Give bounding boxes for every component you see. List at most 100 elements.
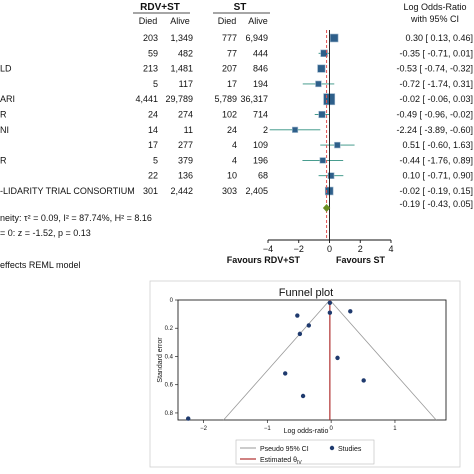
study-ci-text: -0.02 [ -0.06, 0.03] xyxy=(399,94,473,104)
overall-effect-diamond xyxy=(322,204,331,212)
legend-ci-label: Pseudo 95% CI xyxy=(260,446,309,453)
rdv-died-value: 22 xyxy=(148,171,158,181)
header-rdv-died: Died xyxy=(139,16,158,26)
rdv-died-value: 59 xyxy=(148,48,158,58)
study-ci-text: -0.02 [ -0.19, 0.15] xyxy=(399,186,473,196)
rdv-alive-value: 117 xyxy=(179,79,193,89)
study-name: ARI xyxy=(0,94,15,104)
study-row: NI 14 11 24 2 -2.24 [ -3.89, -0.60] xyxy=(0,125,473,135)
funnel-y-label: Standard error xyxy=(157,337,164,383)
rdv-died-value: 4,441 xyxy=(135,94,158,104)
study-marker xyxy=(315,80,322,88)
rdv-alive-value: 277 xyxy=(178,140,193,150)
st-alive-value: 196 xyxy=(253,155,268,165)
model-text: effects REML model xyxy=(0,260,81,270)
funnel-point xyxy=(297,331,303,337)
rdv-died-value: 213 xyxy=(143,64,158,74)
st-died-value: 77 xyxy=(227,48,237,58)
st-died-value: 10 xyxy=(227,171,237,181)
study-ci-text: -0.49 [ -0.96, -0.02] xyxy=(396,110,473,120)
forest-rows: 203 1,349 777 6,949 0.30 [ 0.13, 0.46] 59 482 7… xyxy=(0,33,473,196)
header-rdv-alive: Alive xyxy=(170,16,190,26)
funnel-x-label: Log odds-ratio xyxy=(284,428,329,435)
st-died-value: 5,789 xyxy=(214,94,237,104)
study-name: -LIDARITY TRIAL CONSORTIUM xyxy=(0,186,135,196)
study-name: R xyxy=(0,155,7,165)
study-row: 17 277 4 109 0.51 [ -0.60, 1.63] xyxy=(148,140,473,150)
funnel-x-tick-label: −2 xyxy=(200,426,208,432)
funnel-legend xyxy=(235,439,375,465)
st-alive-value: 109 xyxy=(253,140,268,150)
header-st-group: ST xyxy=(234,2,247,13)
funnel-x-tick-label: −1 xyxy=(264,426,272,432)
study-marker xyxy=(334,141,341,149)
st-died-value: 4 xyxy=(232,155,237,165)
study-marker xyxy=(319,157,326,164)
header-rdv-group: RDV+ST xyxy=(140,2,180,13)
funnel-point xyxy=(186,416,191,421)
funnel-point xyxy=(283,371,288,376)
study-name: LD xyxy=(0,64,12,74)
st-alive-value: 2,405 xyxy=(245,186,268,196)
rdv-alive-value: 379 xyxy=(178,155,193,165)
st-died-value: 17 xyxy=(227,79,237,89)
rdv-alive-value: 2,442 xyxy=(170,186,193,196)
st-alive-value: 194 xyxy=(253,79,268,89)
funnel-point xyxy=(335,355,340,361)
st-died-value: 207 xyxy=(222,64,237,74)
funnel-point xyxy=(327,310,333,315)
study-marker xyxy=(329,33,339,43)
study-name: R xyxy=(0,110,7,120)
study-marker xyxy=(320,49,328,58)
forest-tick-label: 2 xyxy=(358,244,363,254)
st-alive-value: 714 xyxy=(253,110,268,120)
rdv-alive-value: 1,481 xyxy=(170,64,193,74)
study-row: R 5 379 4 196 -0.44 [ -1.76, 0.89] xyxy=(0,155,473,165)
forest-tick-label: −4 xyxy=(263,244,273,254)
forest-tick-label: 4 xyxy=(388,244,393,254)
header-effect: Log Odds-Ratio xyxy=(403,2,466,12)
st-alive-value: 2 xyxy=(263,125,268,135)
favours-left-label: Favours RDV+ST xyxy=(227,255,301,265)
study-marker xyxy=(291,126,299,133)
st-alive-value: 36,317 xyxy=(240,94,268,104)
overall-test-text: = 0: z = -1.52, p = 0.13 xyxy=(0,228,91,238)
header-st-alive: Alive xyxy=(248,16,268,26)
rdv-died-value: 5 xyxy=(153,79,158,89)
header-st-died: Died xyxy=(218,16,237,26)
study-ci-text: -0.53 [ -0.74, -0.32] xyxy=(396,64,473,74)
funnel-plot-area xyxy=(177,299,447,421)
study-ci-text: 0.51 [ -0.60, 1.63] xyxy=(402,140,473,150)
rdv-died-value: 14 xyxy=(148,125,158,135)
study-row: 203 1,349 777 6,949 0.30 [ 0.13, 0.46] xyxy=(143,33,473,43)
study-ci-text: 0.10 [ -0.71, 0.90] xyxy=(402,171,473,181)
funnel-point xyxy=(361,378,366,383)
st-died-value: 303 xyxy=(222,186,237,196)
forest-tick-label: 0 xyxy=(327,244,332,254)
rdv-died-value: 24 xyxy=(148,110,158,120)
funnel-point xyxy=(348,309,353,314)
heterogeneity-text: neity: τ² = 0.09, I² = 87.74%, H² = 8.16 xyxy=(0,213,152,223)
study-ci-text: 0.30 [ 0.13, 0.46] xyxy=(405,33,473,43)
funnel-y-tick-label: 0 xyxy=(170,298,174,304)
forest-x-ticks: −4 −2 0 2 4 xyxy=(263,240,394,254)
rdv-alive-value: 482 xyxy=(178,48,193,58)
rdv-died-value: 17 xyxy=(148,140,158,150)
st-alive-value: 6,949 xyxy=(245,33,268,43)
funnel-point xyxy=(300,393,306,399)
rdv-alive-value: 274 xyxy=(178,110,193,120)
forest-tick-label: −2 xyxy=(294,244,304,254)
study-marker xyxy=(318,110,326,119)
rdv-alive-value: 136 xyxy=(178,171,193,181)
funnel-point xyxy=(306,323,312,328)
rdv-died-value: 5 xyxy=(153,155,158,165)
funnel-x-tick-label: 0 xyxy=(329,426,333,432)
st-alive-value: 68 xyxy=(258,171,268,181)
st-died-value: 24 xyxy=(227,125,237,135)
rdv-alive-value: 1,349 xyxy=(170,33,193,43)
st-died-value: 4 xyxy=(232,140,237,150)
funnel-y-tick-label: 0.6 xyxy=(165,383,174,389)
study-ci-text: -2.24 [ -3.89, -0.60] xyxy=(396,125,473,135)
funnel-point xyxy=(295,313,300,318)
